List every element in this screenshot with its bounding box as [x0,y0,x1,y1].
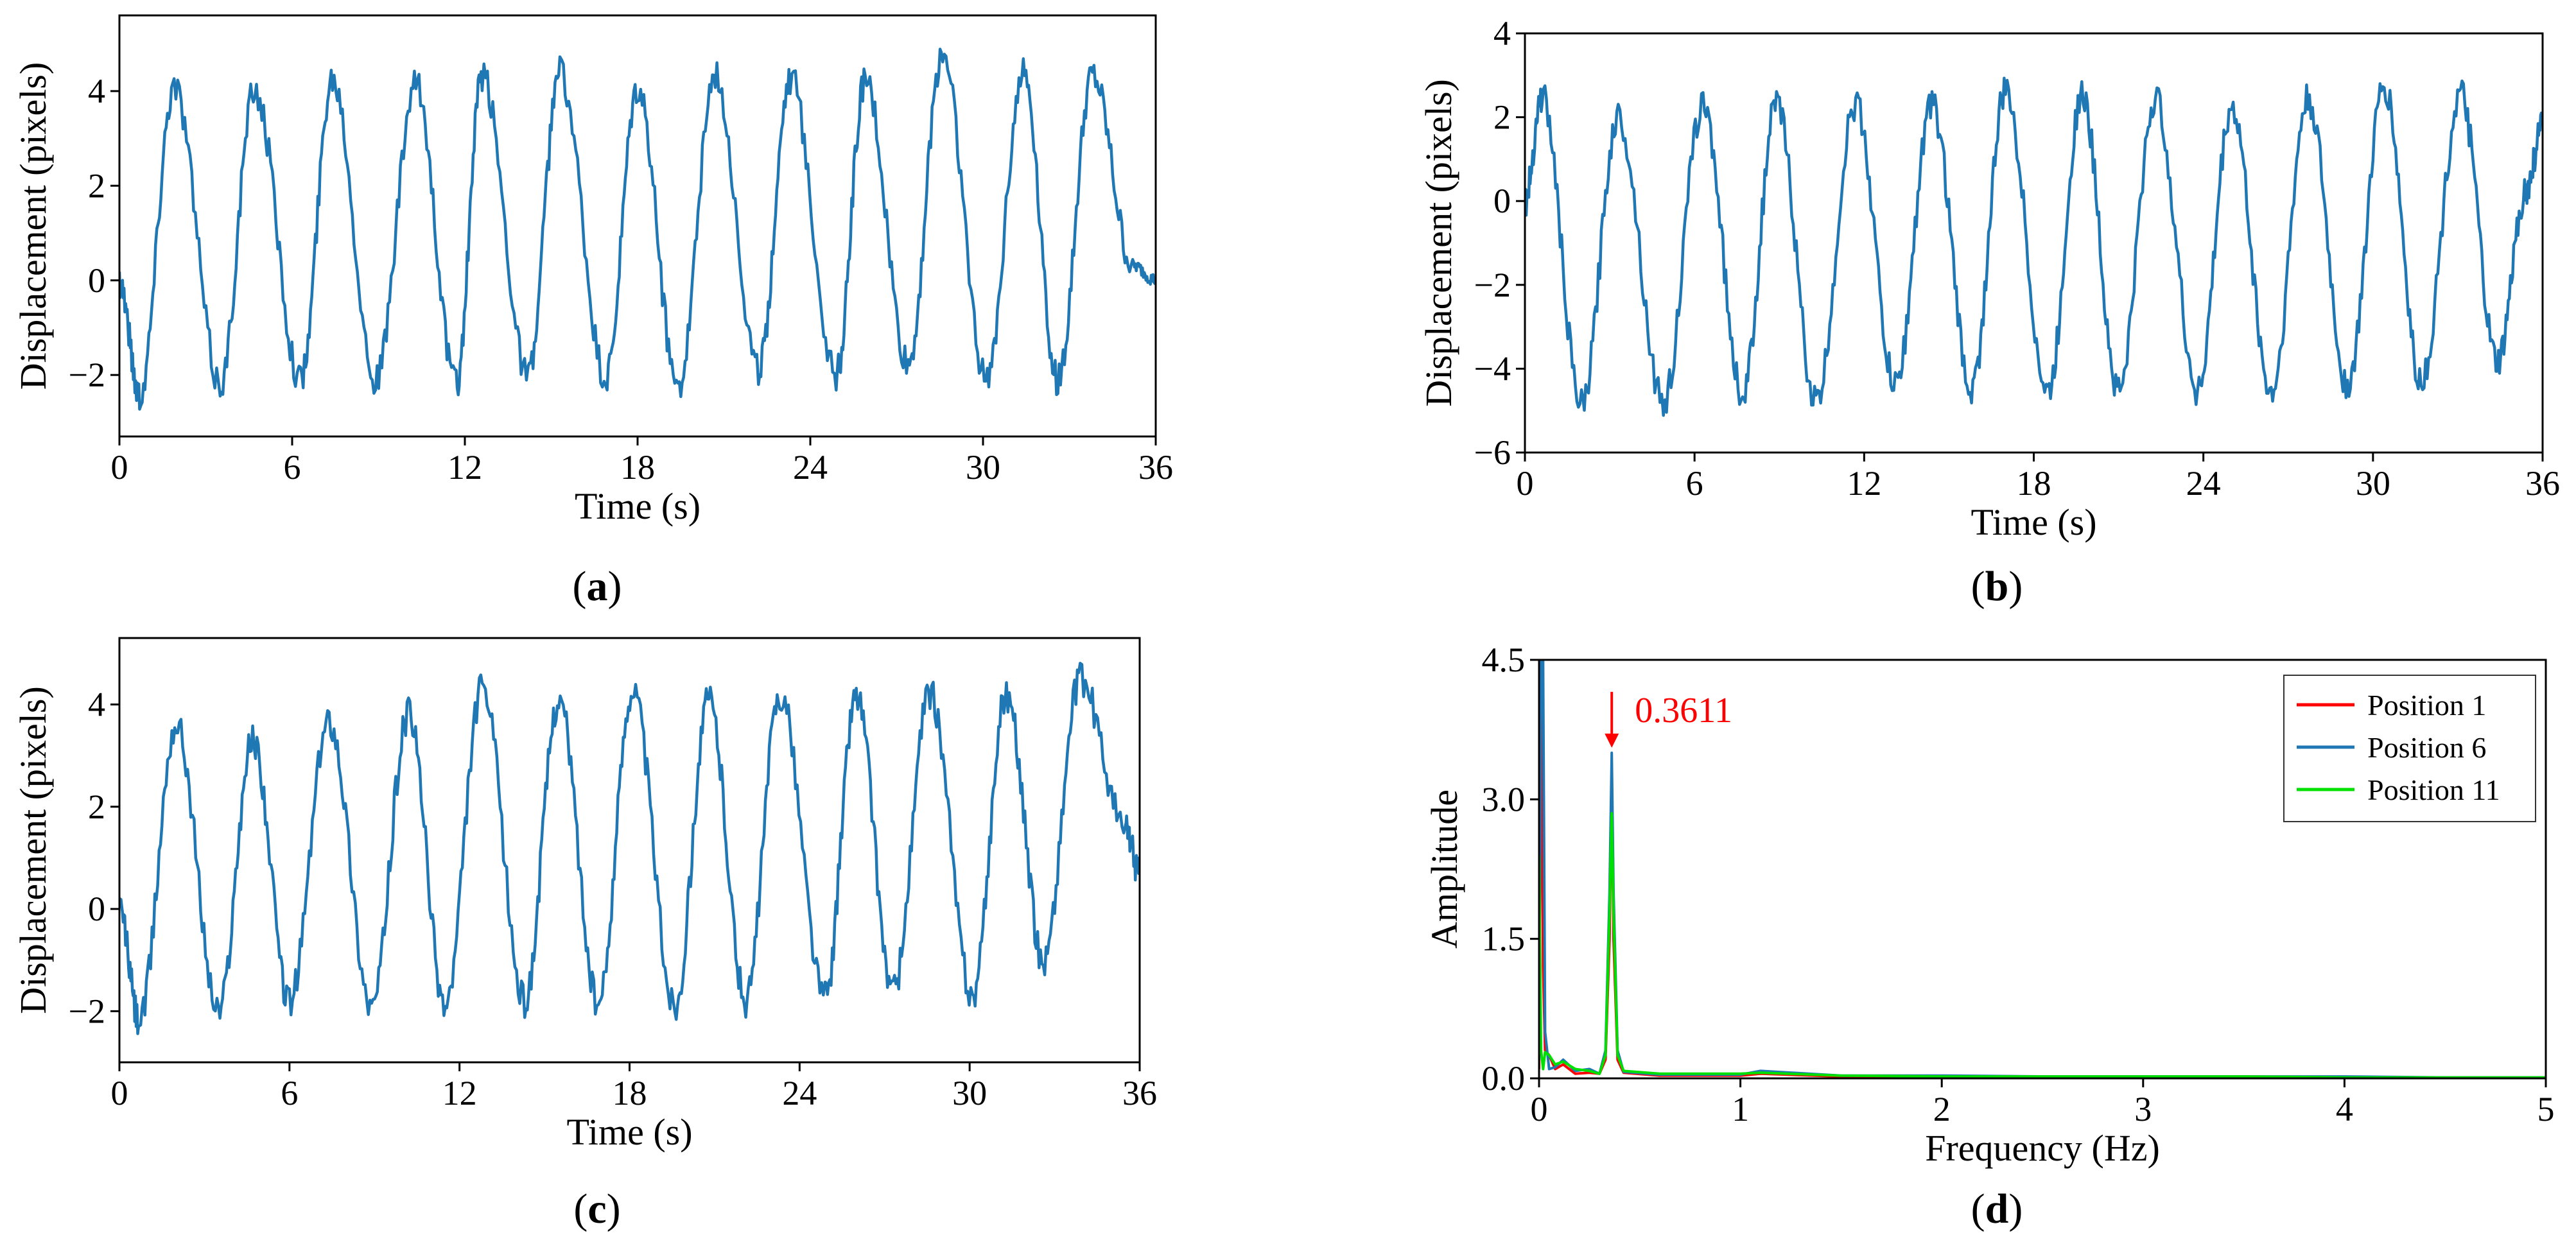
y-axis-label: Displacement (pixels) [12,62,54,390]
x-tick-label: 0 [111,1074,128,1112]
series-line-displacement [119,662,1140,1035]
y-tick-label: −6 [1474,433,1511,472]
plot-frame [1538,659,2547,1080]
series-line-displacement [1525,76,2543,417]
y-tick-label: 0 [1493,182,1511,220]
x-tick-label: 30 [952,1074,987,1112]
series-line-position-11 [1539,812,2546,1078]
x-tick-label: 36 [1122,1074,1157,1112]
y-tick-label: 2 [88,788,105,826]
panel-caption: (b) [1971,563,2023,610]
y-tick-label: −2 [69,992,105,1030]
x-tick-label: 12 [448,448,482,487]
legend-label: Position 1 [2367,689,2486,721]
x-tick-label: 4 [2336,1090,2353,1128]
series-group [1525,76,2543,417]
x-axis-label: Time (s) [1971,501,2096,543]
y-tick-label: 2 [1493,98,1511,137]
y-tick-label: 0.0 [1482,1059,1526,1098]
y-axis-label: Amplitude [1423,790,1465,949]
y-axis-label: Displacement (pixels) [12,686,54,1014]
x-tick-label: 6 [1686,464,1703,503]
x-tick-label: 0 [1517,464,1534,503]
series-group [119,662,1140,1035]
x-axis-label: Time (s) [566,1111,692,1153]
x-axis-label: Time (s) [575,485,701,527]
x-tick-label: 12 [1847,464,1881,503]
x-axis-label: Frequency (Hz) [1925,1127,2160,1169]
x-tick-label: 18 [613,1074,647,1112]
x-tick-label: 2 [1933,1090,1951,1128]
y-tick-label: −2 [1474,266,1511,304]
panel-caption: (a) [573,563,622,610]
x-tick-label: 18 [2017,464,2051,503]
x-tick-label: 6 [281,1074,298,1112]
y-tick-label: 3.0 [1482,780,1526,818]
legend-label: Position 6 [2367,731,2486,764]
y-tick-label: 4 [1493,14,1511,53]
x-tick-label: 1 [1732,1090,1749,1128]
x-tick-label: 5 [2537,1090,2555,1128]
y-tick-label: 0 [88,890,105,928]
y-tick-label: 1.5 [1482,920,1526,958]
x-tick-label: 3 [2134,1090,2152,1128]
panel-d: 0 1 2 3 4 5 0.0 1.5 3.0 4.5 Frequency (Hz) Amplitud… [1423,641,2555,1232]
x-tick-label: 12 [442,1074,477,1112]
x-tick-label: 30 [966,448,1000,487]
y-tick-label: −4 [1474,349,1511,388]
x-tick-label: 36 [2525,464,2560,503]
x-tick-label: 6 [284,448,301,487]
y-tick-label: 4.5 [1482,641,1526,679]
series-group [1539,660,2546,1078]
x-tick-label: 30 [2356,464,2390,503]
annotation-label: 0.3611 [1635,691,1732,730]
x-tick-label: 24 [782,1074,817,1112]
y-tick-label: 2 [88,166,105,205]
y-axis-label: Displacement (pixels) [1418,79,1459,407]
x-tick-label: 18 [620,448,655,487]
x-tick-label: 24 [793,448,828,487]
panel-caption: (c) [573,1186,620,1232]
legend-label: Position 11 [2367,773,2500,806]
x-tick-label: 0 [111,448,128,487]
y-tick-label: 4 [88,686,105,724]
y-tick-label: −2 [69,356,105,394]
x-tick-label: 36 [1138,448,1173,487]
series-line-displacement [119,47,1156,411]
series-group [119,47,1156,411]
panel-caption: (d) [1971,1186,2023,1232]
y-tick-label: 0 [88,261,105,300]
annotation-arrowhead [1605,733,1619,748]
x-tick-label: 24 [2186,464,2221,503]
y-tick-label: 4 [88,72,105,110]
x-tick-label: 0 [1531,1090,1548,1128]
